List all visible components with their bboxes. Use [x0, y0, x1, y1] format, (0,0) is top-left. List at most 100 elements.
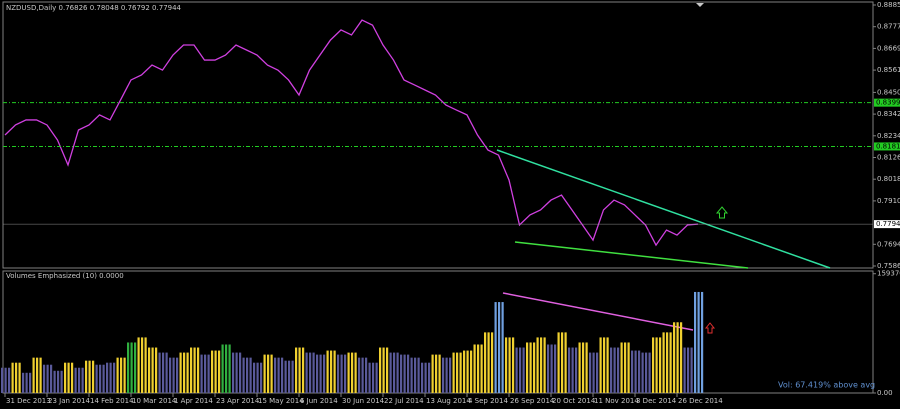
- volume-bar: [452, 352, 455, 393]
- volume-bar: [522, 347, 525, 393]
- volume-bar: [169, 357, 172, 393]
- volume-bar: [81, 367, 84, 393]
- volume-bar: [144, 337, 147, 393]
- x-tick-label: 4 Sep 2014: [468, 397, 508, 405]
- volume-bar: [225, 344, 228, 393]
- volume-bar: [242, 357, 245, 393]
- volume-bar: [561, 332, 564, 393]
- volume-bar: [585, 342, 588, 393]
- level-box: [874, 142, 900, 151]
- volume-bar: [375, 362, 378, 393]
- volume-bar: [120, 357, 123, 393]
- volume-bar: [284, 360, 287, 393]
- volume-bar: [592, 352, 595, 393]
- volume-bar: [354, 352, 357, 393]
- volume-bar: [470, 350, 473, 393]
- volume-bar: [372, 362, 375, 393]
- volume-bar: [53, 370, 56, 393]
- volume-bar: [599, 337, 602, 393]
- volume-bar: [361, 357, 364, 393]
- volume-bar: [4, 367, 7, 393]
- volume-bar: [575, 347, 578, 393]
- volume-bar: [312, 352, 315, 393]
- up-arrow: [715, 206, 729, 219]
- volume-bar: [326, 350, 329, 393]
- volume-bar: [358, 357, 361, 393]
- volume-bar: [648, 352, 651, 393]
- volume-bar: [113, 362, 116, 393]
- volume-bar: [606, 337, 609, 393]
- volume-bar: [200, 354, 203, 393]
- volume-title: Volumes Emphasized (10) 0.0000: [6, 272, 124, 280]
- volume-bar: [162, 352, 165, 393]
- volume-bar: [631, 350, 634, 393]
- volume-bar: [302, 347, 305, 393]
- volume-bar: [512, 337, 515, 393]
- volume-bar: [18, 362, 21, 393]
- current-price-label: 0.77944: [876, 220, 900, 228]
- volume-bar: [127, 342, 130, 393]
- volume-bar: [57, 370, 60, 393]
- volume-bar: [158, 352, 161, 393]
- volume-bar: [666, 332, 669, 393]
- volume-bar: [123, 357, 126, 393]
- x-tick-label: 26 Sep 2014: [510, 397, 555, 405]
- volume-bar: [214, 350, 217, 393]
- volume-bar: [403, 354, 406, 393]
- y-tick-label: 0.00: [877, 389, 893, 397]
- x-tick-label: 3 Dec 2014: [636, 397, 677, 405]
- volume-bar: [564, 332, 567, 393]
- volume-bar: [396, 352, 399, 393]
- volume-bar: [46, 364, 49, 393]
- volume-bar: [25, 372, 28, 393]
- volume-bar: [652, 337, 655, 393]
- x-tick-label: 23 Jan 2014: [48, 397, 91, 405]
- volume-bar: [515, 347, 518, 393]
- volume-bar: [134, 342, 137, 393]
- volume-bar: [337, 354, 340, 393]
- volume-bar: [620, 342, 623, 393]
- volume-bar: [487, 332, 490, 393]
- volume-bar: [694, 291, 697, 393]
- volume-bar: [508, 337, 511, 393]
- volume-bar: [288, 360, 291, 393]
- x-tick-label: 6 Jun 2014: [300, 397, 338, 405]
- volume-bar: [529, 342, 532, 393]
- volume-bar: [295, 347, 298, 393]
- x-tick-label: 26 Dec 2014: [678, 397, 723, 405]
- volume-bar: [687, 347, 690, 393]
- volume-bar: [316, 354, 319, 393]
- volume-bar: [645, 352, 648, 393]
- volume-bar: [74, 367, 77, 393]
- volume-bar: [435, 354, 438, 393]
- volume-bar: [501, 302, 504, 393]
- volume-bar: [365, 357, 368, 393]
- volume-bar: [480, 344, 483, 393]
- volume-bar: [690, 347, 693, 393]
- volume-bar: [424, 362, 427, 393]
- volume-bar: [431, 354, 434, 393]
- current-price-box: [874, 220, 900, 229]
- volume-bar: [260, 362, 263, 393]
- volume-bar: [697, 291, 700, 393]
- volume-bar: [582, 342, 585, 393]
- volume-bar: [15, 362, 18, 393]
- shift-marker: [696, 3, 704, 7]
- volume-bar: [638, 350, 641, 393]
- volume-bar: [32, 357, 35, 393]
- x-tick-label: 14 Feb 2014: [90, 397, 134, 405]
- volume-bar: [498, 302, 501, 393]
- volume-bar: [428, 362, 431, 393]
- volume-bar: [491, 332, 494, 393]
- volume-bar: [211, 350, 214, 393]
- volume-bar: [368, 362, 371, 393]
- volume-bar: [246, 357, 249, 393]
- x-tick-label: 20 Oct 2014: [552, 397, 596, 405]
- volume-bar: [347, 352, 350, 393]
- volume-bar: [88, 360, 91, 393]
